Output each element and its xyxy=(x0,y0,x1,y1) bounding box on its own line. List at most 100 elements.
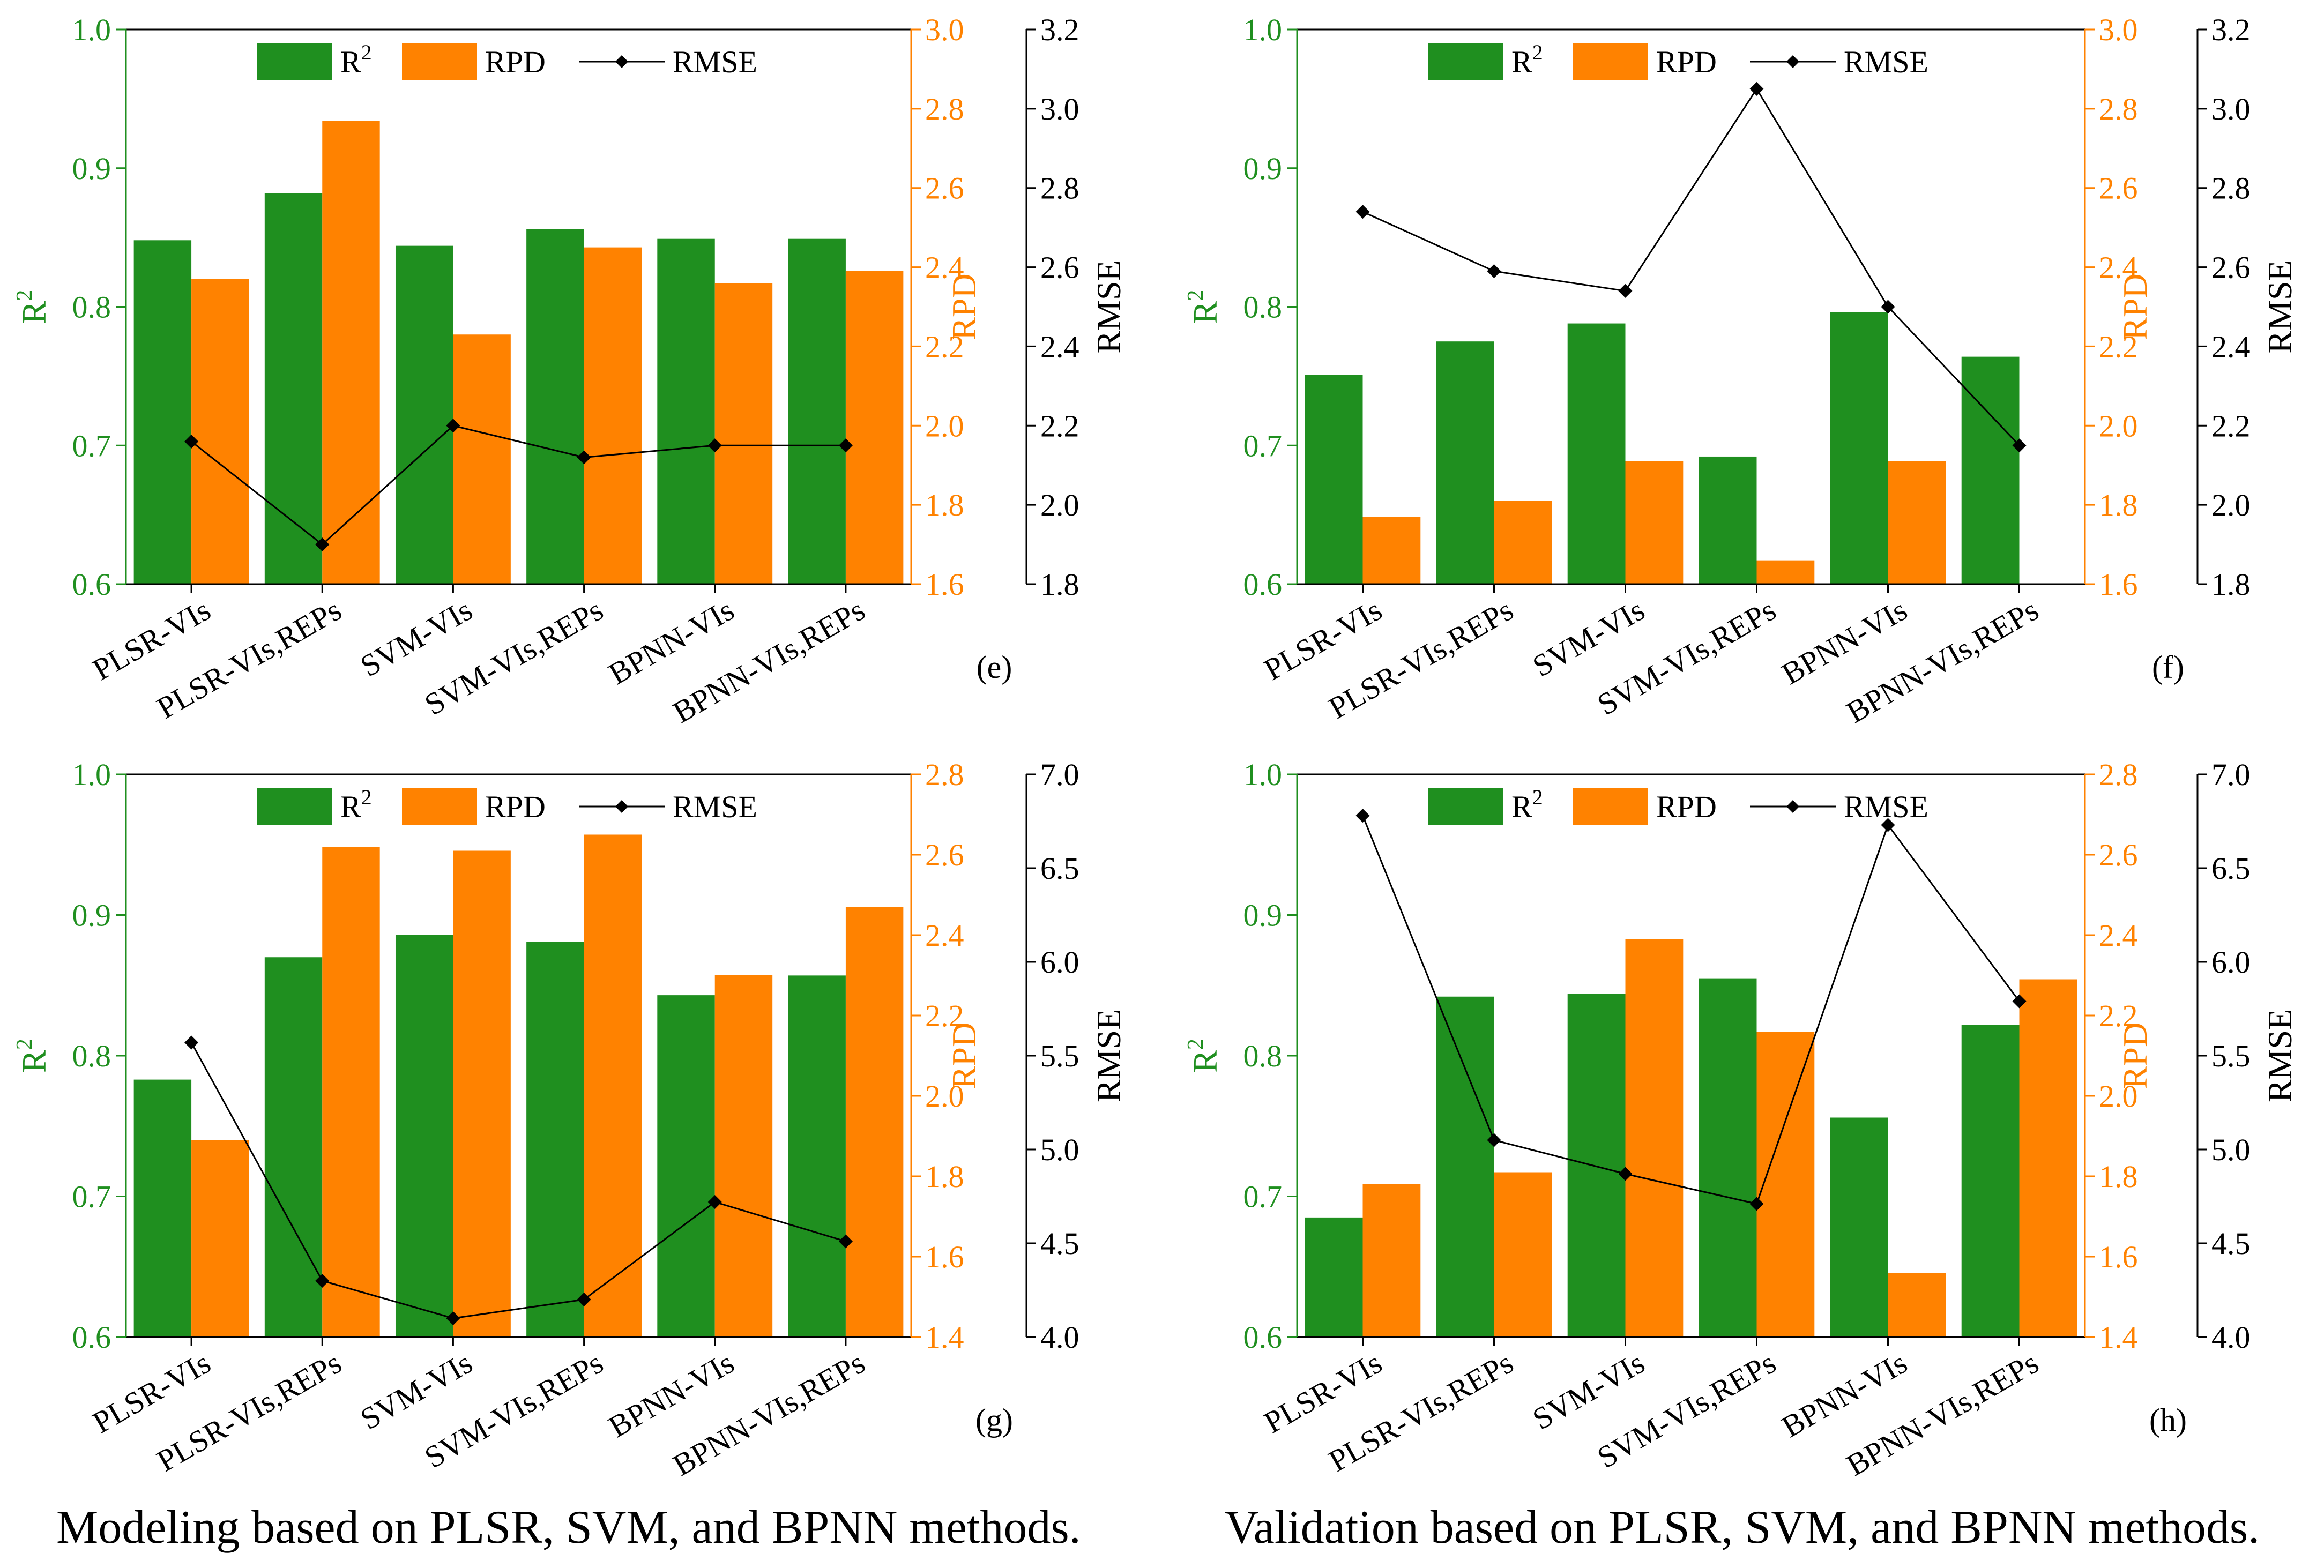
rmse-tick-label: 2.8 xyxy=(2211,171,2251,206)
r2-axis-title: R2 xyxy=(12,290,53,324)
rpd-tick-label: 1.6 xyxy=(925,1240,964,1274)
rpd-axis-title: RPD xyxy=(945,273,983,340)
rpd-tick-label: 1.4 xyxy=(925,1320,964,1355)
r2-tick-label: 0.9 xyxy=(1243,898,1283,933)
rpd-bar xyxy=(845,907,904,1337)
caption-modeling: Modeling based on PLSR, SVM, and BPNN me… xyxy=(56,1502,1081,1554)
panel-label: (e) xyxy=(977,649,1012,685)
rmse-point xyxy=(2012,438,2027,453)
rpd-bar xyxy=(1625,939,1684,1337)
rpd-bar xyxy=(1494,1172,1552,1337)
rpd-axis-title: RPD xyxy=(945,1022,983,1089)
rpd-tick-label: 2.2 xyxy=(2099,998,2138,1033)
rmse-point xyxy=(838,438,853,453)
rmse-point xyxy=(315,1274,330,1288)
r2-axis-title-base: R xyxy=(15,1050,53,1073)
r2-bar xyxy=(1567,323,1626,584)
rmse-line xyxy=(1362,87,2020,446)
rpd-bar xyxy=(1362,1184,1421,1337)
r2-bar xyxy=(526,229,584,585)
r2-bar xyxy=(1961,1025,2020,1337)
rmse-point xyxy=(1749,1197,1764,1211)
rmse-tick-label: 2.2 xyxy=(2211,408,2251,443)
r2-bar xyxy=(395,935,453,1337)
legend-rpd-label: RPD xyxy=(1656,789,1717,824)
rmse-tick-label: 2.0 xyxy=(2211,488,2251,522)
rpd-bar xyxy=(191,1140,249,1337)
r2-axis-title-base: R xyxy=(15,301,53,324)
rmse-point xyxy=(1618,1167,1633,1181)
rpd-bar xyxy=(584,247,642,584)
r2-tick-label: 0.8 xyxy=(1243,290,1283,325)
rmse-line xyxy=(191,424,846,546)
r2-tick-label: 1.0 xyxy=(1243,757,1283,792)
rpd-tick-label: 2.4 xyxy=(2099,918,2138,953)
r2-bar xyxy=(133,1079,192,1337)
rpd-tick-label: 2.4 xyxy=(925,250,964,285)
rpd-bar xyxy=(1756,1032,1815,1337)
rmse-tick-label: 6.0 xyxy=(2211,945,2251,980)
r2-axis-title-sup: 2 xyxy=(1183,290,1208,301)
legend-r2-swatch xyxy=(257,43,332,80)
rmse-line xyxy=(190,1042,846,1319)
r2-tick-label: 0.7 xyxy=(72,1179,111,1214)
legend-r2-swatch xyxy=(257,788,332,825)
rmse-point xyxy=(1881,300,1895,314)
rmse-tick-label: 2.8 xyxy=(1040,171,1079,206)
r2-tick-label: 0.6 xyxy=(1243,1320,1283,1355)
rpd-axis-title: RPD xyxy=(2116,1022,2154,1089)
legend-r2-label-base: R xyxy=(1511,789,1532,824)
r2-bar xyxy=(1699,978,1757,1337)
r2-tick-label: 0.7 xyxy=(72,428,111,463)
legend-r2-label: R2 xyxy=(340,40,372,79)
rmse-point xyxy=(184,1035,199,1050)
rpd-tick-label: 3.0 xyxy=(925,12,964,47)
legend-rpd-label: RPD xyxy=(485,789,546,824)
rmse-point xyxy=(577,450,591,465)
legend-r2-label-sup: 2 xyxy=(361,40,372,64)
panel-label: (f) xyxy=(2152,649,2184,685)
legend-rmse-label: RMSE xyxy=(1844,44,1928,79)
legend-rpd-swatch xyxy=(1573,788,1648,825)
r2-bar xyxy=(133,240,192,584)
legend-rpd-swatch xyxy=(1573,43,1648,80)
rmse-point xyxy=(1618,283,1633,298)
rmse-point xyxy=(707,1195,722,1209)
legend-rmse-marker xyxy=(1786,55,1799,68)
rmse-tick-label: 1.8 xyxy=(1040,567,1079,602)
r2-bar xyxy=(788,975,846,1337)
rmse-point xyxy=(1487,264,1501,278)
rmse-tick-label: 5.5 xyxy=(2211,1039,2251,1073)
rpd-bar xyxy=(1362,517,1421,584)
r2-tick-label: 0.7 xyxy=(1243,1179,1283,1214)
r2-bar xyxy=(1305,1217,1363,1337)
rpd-tick-label: 1.6 xyxy=(2099,567,2138,602)
r2-bar xyxy=(788,238,846,584)
rmse-tick-label: 5.0 xyxy=(2211,1132,2251,1167)
rmse-point xyxy=(838,1234,853,1249)
rmse-tick-label: 2.4 xyxy=(1040,329,1079,364)
rpd-tick-label: 2.6 xyxy=(2099,838,2138,872)
r2-bar xyxy=(657,238,715,584)
rpd-tick-label: 2.8 xyxy=(925,92,964,126)
rpd-bar xyxy=(322,847,380,1337)
rpd-tick-label: 2.6 xyxy=(2099,171,2138,206)
panel-label: (h) xyxy=(2149,1402,2187,1438)
legend-r2-swatch xyxy=(1428,43,1503,80)
rmse-tick-label: 5.0 xyxy=(1040,1132,1079,1167)
rpd-bar xyxy=(191,279,249,584)
legend-rmse-label: RMSE xyxy=(673,44,757,79)
rpd-bar xyxy=(714,283,773,584)
rmse-tick-label: 4.0 xyxy=(2211,1320,2251,1355)
rpd-bar xyxy=(1888,461,1946,584)
rmse-axis-title: RMSE xyxy=(1090,1009,1128,1102)
rpd-bar xyxy=(714,975,773,1337)
rpd-bar xyxy=(453,334,511,584)
rmse-point xyxy=(446,419,460,433)
rpd-tick-label: 2.4 xyxy=(2099,250,2138,285)
r2-bar xyxy=(1699,456,1757,584)
legend-rmse-marker xyxy=(615,800,628,813)
rmse-axis-title: RMSE xyxy=(1090,260,1128,353)
rmse-point xyxy=(707,438,722,453)
legend-rmse-marker xyxy=(1786,800,1799,813)
